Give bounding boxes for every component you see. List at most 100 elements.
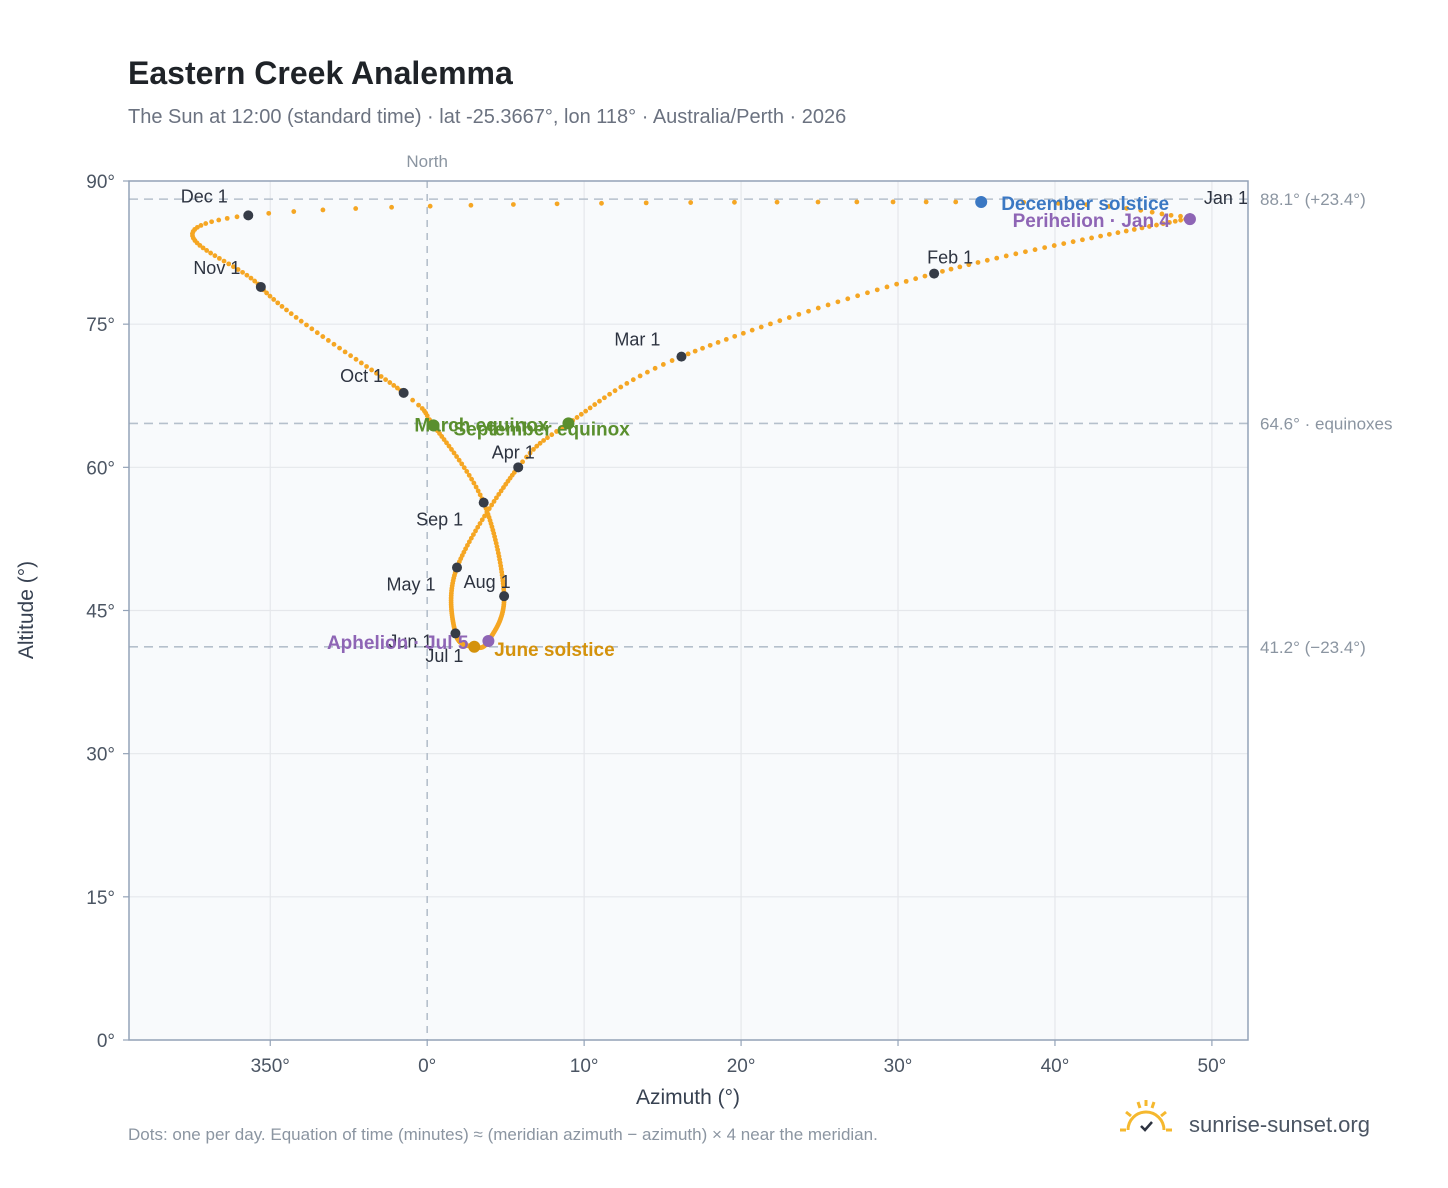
month-marker-label: Feb 1	[927, 248, 973, 268]
daily-sun-dot	[456, 457, 462, 463]
daily-sun-dot	[291, 209, 297, 214]
axis-ticks: 350° 0° 10° 20° 30° 40° 50° 0° 15° 30° 45° 60° 75° 90…	[86, 172, 1226, 1077]
daily-sun-dot	[353, 206, 359, 211]
daily-sun-dot	[1056, 200, 1061, 206]
daily-sun-dot	[1147, 224, 1152, 229]
grid-lines	[129, 180, 1248, 1041]
daily-sun-dot	[806, 308, 811, 314]
daily-sun-dot	[1124, 205, 1130, 211]
daily-sun-dot	[966, 262, 972, 268]
daily-sun-dot	[419, 406, 425, 411]
y-tick-label: 30°	[86, 745, 115, 766]
daily-sun-dot	[865, 290, 870, 296]
daily-sun-dot	[331, 341, 337, 347]
daily-sun-dot	[1139, 225, 1145, 231]
month-marker-label: Jan 1	[1204, 188, 1248, 208]
daily-sun-dot	[574, 415, 580, 420]
daily-sun-dot	[348, 353, 353, 359]
daily-sun-dot	[369, 367, 374, 373]
x-tick-label: 0°	[418, 1056, 436, 1077]
y-tick-label: 60°	[86, 458, 115, 479]
daily-sun-dot	[224, 215, 230, 221]
event-label: December solstice	[1001, 194, 1169, 215]
daily-sun-dot	[758, 324, 764, 330]
daily-sun-dot	[466, 472, 472, 478]
daily-sun-dot	[479, 517, 485, 523]
daily-sun-dot	[602, 395, 607, 401]
event-label: March equinox	[414, 415, 549, 436]
daily-sun-dot	[221, 258, 227, 264]
daily-sun-dot	[549, 432, 555, 438]
reference-label: 41.2° (−23.4°)	[1260, 638, 1366, 657]
daily-sun-dot	[984, 257, 990, 263]
daily-sun-dot	[394, 385, 400, 391]
month-marker-label: Sep 1	[416, 510, 463, 530]
daily-sun-dot	[267, 293, 273, 299]
daily-sun-dot	[894, 281, 900, 287]
daily-sun-dot	[314, 330, 320, 336]
event-marker	[562, 417, 575, 430]
daily-sun-dot	[449, 447, 454, 452]
daily-sun-dot	[496, 491, 502, 497]
daily-sun-dot	[835, 299, 841, 305]
chart-subtitle: The Sun at 12:00 (standard time) · lat -…	[128, 106, 846, 128]
daily-sun-dot	[637, 373, 643, 379]
daily-sun-dot	[208, 250, 214, 256]
daily-sun-dot	[1178, 217, 1184, 223]
daily-sun-dot	[1070, 239, 1076, 245]
daily-sun-dot	[1106, 231, 1112, 237]
event-marker	[468, 640, 481, 653]
month-marker	[929, 268, 940, 279]
daily-sun-dot	[471, 532, 476, 537]
daily-sun-dot	[652, 365, 658, 371]
month-marker-label: Mar 1	[614, 330, 660, 350]
daily-sun-dot	[489, 502, 495, 508]
daily-sun-dot	[578, 411, 584, 417]
daily-sun-dot	[461, 465, 467, 471]
chart-title: Eastern Creek Analemma	[128, 55, 513, 91]
daily-sun-dot	[1172, 218, 1178, 224]
daily-sun-dot	[749, 327, 755, 333]
month-marker	[398, 387, 409, 398]
daily-sun-dot	[1013, 251, 1019, 257]
y-tick-label: 75°	[86, 315, 115, 336]
daily-sun-dot	[491, 499, 497, 504]
x-tick-label: 20°	[727, 1056, 756, 1077]
daily-sun-dot	[1106, 204, 1112, 209]
daily-sun-dot	[643, 200, 649, 206]
daily-sun-dot	[235, 267, 241, 272]
daily-sun-dot	[940, 268, 945, 274]
daily-sun-dot	[559, 425, 565, 431]
daily-sun-dot	[607, 391, 612, 397]
daily-sun-dot	[599, 200, 604, 206]
reference-label: 64.6° · equinoxes	[1260, 414, 1393, 433]
x-tick-label: 30°	[884, 1056, 913, 1077]
daily-sun-dot	[389, 204, 394, 210]
daily-sun-dot	[768, 321, 773, 327]
daily-sun-dot	[198, 223, 204, 228]
daily-sun-dot	[293, 314, 299, 320]
daily-sun-dot	[204, 248, 210, 253]
month-marker	[478, 497, 489, 508]
daily-sun-dot	[1080, 237, 1085, 243]
daily-sun-dot	[774, 199, 780, 205]
month-marker-label: Apr 1	[492, 442, 535, 462]
daily-sun-dot	[520, 459, 525, 465]
daily-sun-dot	[240, 269, 245, 275]
daily-sun-dot	[903, 278, 909, 284]
daily-sun-dot	[252, 278, 258, 284]
month-marker	[450, 628, 461, 639]
month-marker	[255, 281, 266, 292]
daily-sun-dot	[845, 296, 851, 302]
brand-name[interactable]: sunrise-sunset.org	[1189, 1112, 1370, 1137]
daily-sun-dot	[1098, 233, 1103, 239]
daily-sun-dot	[786, 315, 792, 320]
daily-sun-dot	[477, 521, 483, 526]
daily-sun-dot	[732, 199, 737, 205]
x-tick-label: 40°	[1041, 1056, 1070, 1077]
daily-sun-dot	[922, 273, 928, 279]
daily-sun-dot	[554, 429, 559, 434]
daily-sun-dot	[378, 374, 384, 379]
